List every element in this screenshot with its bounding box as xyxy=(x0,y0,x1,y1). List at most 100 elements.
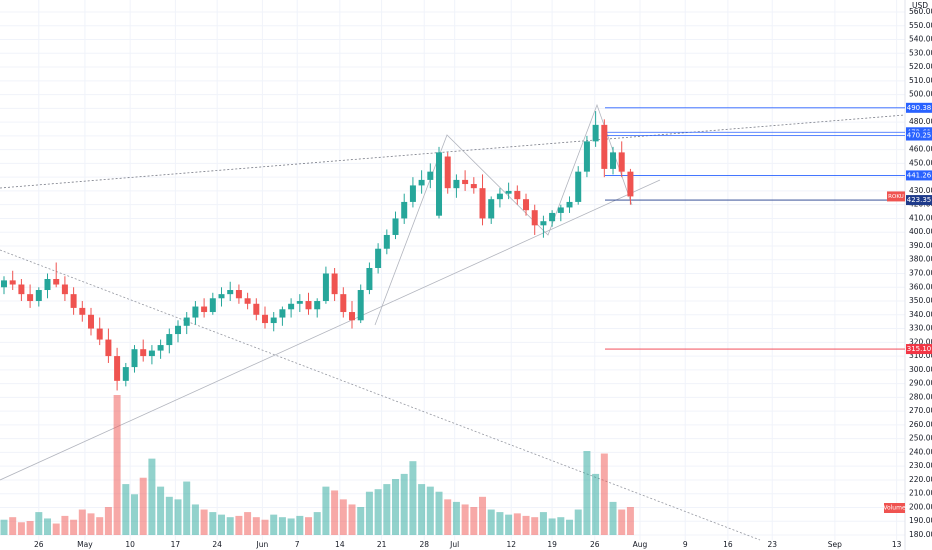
x-tick-label: 17 xyxy=(171,540,181,549)
volume-bar xyxy=(513,513,521,535)
volume-bar xyxy=(96,517,104,535)
price-tag: 490.38 xyxy=(907,104,932,112)
candle-body xyxy=(427,171,434,180)
y-tick-label: 500.00 xyxy=(909,90,932,99)
x-tick-label: 14 xyxy=(335,540,345,549)
x-tick-label: 28 xyxy=(419,540,429,549)
volume-bar xyxy=(17,522,25,535)
candle-body xyxy=(401,201,408,219)
candle-body xyxy=(296,301,303,304)
candle-body xyxy=(366,267,373,291)
candle-body xyxy=(418,179,425,186)
candle-body xyxy=(1,280,8,288)
volume-bar xyxy=(244,512,252,535)
candle-body xyxy=(566,201,573,208)
candle-body xyxy=(175,325,182,335)
candle-body xyxy=(488,199,495,219)
candle-body xyxy=(157,345,164,351)
volume-bar xyxy=(305,517,313,535)
x-tick-label: 19 xyxy=(547,540,557,549)
volume-bar xyxy=(157,486,165,535)
volume-bar xyxy=(113,395,121,535)
y-tick-label: 390.00 xyxy=(909,241,932,250)
y-tick-label: 430.00 xyxy=(909,186,932,195)
volume-bar xyxy=(383,484,391,535)
candle-body xyxy=(505,190,512,194)
candle-body xyxy=(322,273,329,302)
x-tick-label: Aug xyxy=(633,540,648,549)
volume-bar xyxy=(174,499,182,535)
y-tick-label: 510.00 xyxy=(909,76,932,85)
y-tick-label: 240.00 xyxy=(909,447,932,456)
y-tick-label: 230.00 xyxy=(909,461,932,470)
candle-body xyxy=(140,349,147,357)
candle-body xyxy=(235,290,242,299)
candle-body xyxy=(114,356,121,381)
volume-bar xyxy=(496,512,504,535)
volume-bar xyxy=(322,486,330,535)
candle-body xyxy=(496,193,503,200)
volume-bar xyxy=(339,499,347,535)
volume-bar xyxy=(609,501,617,535)
candle-body xyxy=(470,184,477,189)
price-tag-bg xyxy=(906,170,932,181)
volume-bar xyxy=(44,518,52,535)
volume-bar xyxy=(131,494,139,535)
volume-bar xyxy=(426,486,434,535)
y-tick-label: 360.00 xyxy=(909,282,932,291)
volume-bar xyxy=(505,514,513,535)
candle-body xyxy=(575,171,582,202)
candle-body xyxy=(18,284,25,295)
volume-bar xyxy=(296,515,304,535)
y-tick-label: 460.00 xyxy=(909,145,932,154)
y-tick-label: 270.00 xyxy=(909,406,932,415)
y-tick-label: 550.00 xyxy=(909,21,932,30)
y-tick-label: 190.00 xyxy=(909,516,932,525)
volume-bar xyxy=(139,477,147,535)
x-tick-label: 21 xyxy=(377,540,387,549)
candle-body xyxy=(340,294,347,313)
y-tick-label: 180.00 xyxy=(909,530,932,539)
x-tick-label: 23 xyxy=(767,540,777,549)
volume-bar xyxy=(9,517,17,535)
volume-bar xyxy=(61,515,69,535)
candle-body xyxy=(444,156,451,189)
volume-bar xyxy=(392,479,400,535)
y-tick-label: 380.00 xyxy=(909,255,932,264)
y-tick-label: 220.00 xyxy=(909,475,932,484)
volume-bar xyxy=(209,512,217,535)
volume-bar xyxy=(548,518,556,535)
candle-body xyxy=(331,273,338,295)
symbol-tag: ROKU xyxy=(888,194,904,200)
volume-bar xyxy=(0,519,8,535)
x-tick-label: Sep xyxy=(828,540,842,549)
candle-body xyxy=(583,141,590,172)
candle-body xyxy=(540,221,547,226)
candle-body xyxy=(375,248,382,268)
y-tick-label: 330.00 xyxy=(909,324,932,333)
price-tag-bg xyxy=(906,130,932,141)
x-tick-label: Jun xyxy=(256,540,269,549)
volume-bar xyxy=(270,514,278,535)
y-tick-label: 320.00 xyxy=(909,337,932,346)
x-tick-label: 9 xyxy=(683,540,688,549)
volume-bar xyxy=(461,504,469,535)
volume-bar xyxy=(148,458,156,535)
x-tick-label: 10 xyxy=(125,540,135,549)
candle-body xyxy=(209,298,216,313)
volume-bar xyxy=(479,496,487,535)
x-tick-label: 13 xyxy=(892,540,902,549)
volume-bar xyxy=(487,509,495,535)
trend-line xyxy=(0,249,761,541)
x-tick-label: 26 xyxy=(34,540,44,549)
candle-body xyxy=(61,284,68,295)
volume-bar xyxy=(191,504,199,535)
volume-bar xyxy=(104,507,112,535)
y-tick-label: 300.00 xyxy=(909,365,932,374)
volume-bar xyxy=(235,515,243,535)
candle-body xyxy=(557,207,564,213)
volume-bar xyxy=(444,499,452,535)
candle-body xyxy=(436,152,443,216)
volume-bar xyxy=(78,509,86,535)
